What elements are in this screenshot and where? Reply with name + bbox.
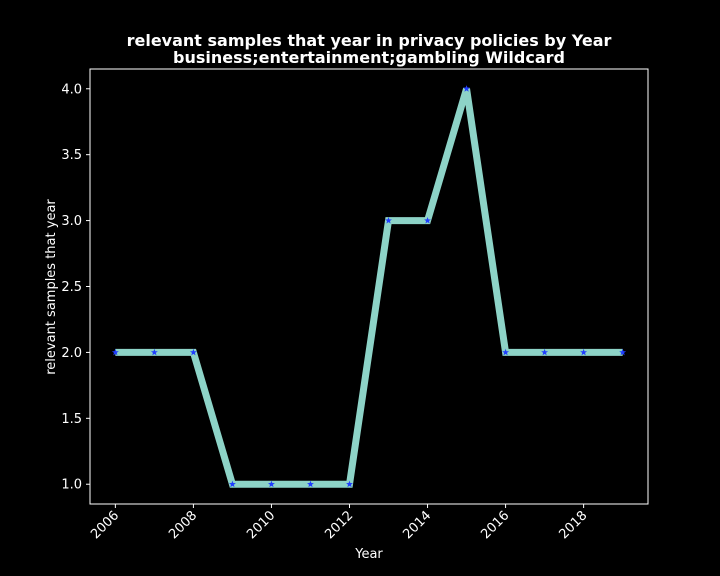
x-tick-label: 2006 xyxy=(88,508,122,542)
data-point-marker xyxy=(502,348,509,356)
x-axis-label: Year xyxy=(354,547,383,562)
data-point-marker xyxy=(346,480,353,488)
y-tick-label: 3.0 xyxy=(61,214,82,229)
data-point-marker xyxy=(229,480,236,488)
data-point-marker xyxy=(150,348,158,356)
x-tick-label: 2008 xyxy=(166,508,200,542)
x-axis-ticks: 2006 2008 2010 2012 2014 2016 2018 xyxy=(88,504,590,542)
chart-title-line1: relevant samples that year in privacy po… xyxy=(127,31,612,50)
data-point-marker xyxy=(307,480,314,488)
y-tick-label: 2.5 xyxy=(61,280,82,295)
data-point-marker xyxy=(111,348,119,356)
data-point-marker xyxy=(580,348,588,356)
y-tick-label: 2.0 xyxy=(61,346,82,361)
plot-frame xyxy=(89,68,649,505)
x-tick-label: 2016 xyxy=(478,508,512,542)
x-tick-label: 2012 xyxy=(322,508,356,542)
y-axis-label: relevant samples that year xyxy=(44,199,59,375)
x-tick-label: 2018 xyxy=(556,508,590,542)
data-point-marker xyxy=(619,348,627,356)
data-point-marker xyxy=(541,348,549,356)
data-point-marker xyxy=(268,480,275,488)
data-point-marker xyxy=(385,216,392,224)
x-tick-label: 2014 xyxy=(400,508,434,542)
series-line xyxy=(115,87,623,488)
series-layer xyxy=(111,85,627,488)
y-tick-label: 1.0 xyxy=(61,478,82,493)
data-point-marker xyxy=(189,348,197,356)
y-tick-label: 1.5 xyxy=(61,412,82,427)
y-axis-ticks: 1.0 1.5 2.0 2.5 3.0 3.5 4.0 xyxy=(61,82,90,493)
chart-title-line2: business;entertainment;gambling Wildcard xyxy=(173,48,565,67)
y-tick-label: 3.5 xyxy=(61,148,82,163)
data-point-marker xyxy=(424,216,431,224)
data-point-marker xyxy=(463,85,470,92)
y-tick-label: 4.0 xyxy=(61,82,82,97)
x-tick-label: 2010 xyxy=(244,508,278,542)
